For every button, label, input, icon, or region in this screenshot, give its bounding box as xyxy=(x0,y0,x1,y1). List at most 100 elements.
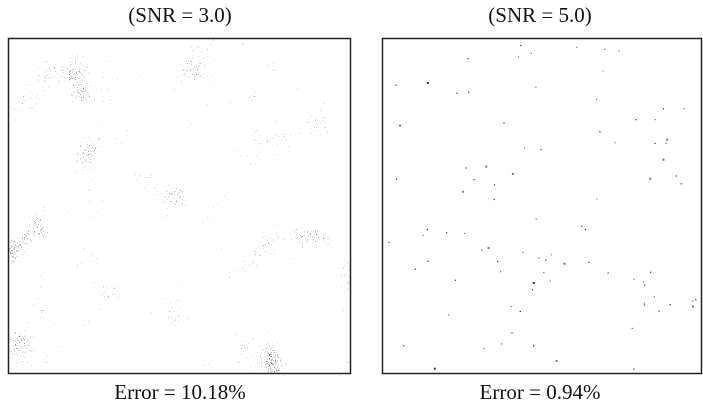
noise-dot xyxy=(669,304,671,306)
noise-dot xyxy=(644,284,646,286)
noise-dot xyxy=(422,234,424,236)
noise-dot xyxy=(599,131,601,133)
noise-dot xyxy=(654,119,656,121)
noise-dot xyxy=(692,300,694,302)
noise-dot xyxy=(500,271,502,273)
noise-dot xyxy=(530,52,532,54)
noise-dot xyxy=(633,278,635,280)
noise-dot xyxy=(596,98,598,100)
noise-dot xyxy=(695,299,697,301)
panel-caption: Error = 0.94% xyxy=(480,380,601,404)
noise-dot xyxy=(596,198,598,200)
noise-dot xyxy=(683,108,685,110)
noise-dot xyxy=(463,232,466,235)
noise-dot xyxy=(607,272,609,274)
panel-caption: Error = 10.18% xyxy=(114,380,245,404)
noise-dot xyxy=(399,124,402,127)
noise-dot xyxy=(433,367,436,370)
noise-dot xyxy=(662,158,665,161)
noise-dot xyxy=(633,368,635,370)
noise-dot xyxy=(649,177,652,180)
noise-dot xyxy=(532,281,535,284)
noise-dot xyxy=(396,178,398,180)
noise-dot xyxy=(549,280,551,282)
panel-title: (SNR = 5.0) xyxy=(488,3,591,27)
noise-dot xyxy=(643,302,645,304)
noise-dot xyxy=(414,268,416,270)
noise-dot xyxy=(524,147,526,149)
panel-title: (SNR = 3.0) xyxy=(128,3,231,27)
noise-dot xyxy=(500,343,503,345)
noise-dot xyxy=(643,304,645,306)
noise-dot xyxy=(446,232,448,234)
noise-dot xyxy=(473,179,475,181)
noise-dot xyxy=(581,225,583,227)
noise-dot xyxy=(510,305,512,308)
noise-dot xyxy=(493,184,496,186)
noise-dot xyxy=(650,271,652,273)
noise-dot xyxy=(538,257,540,259)
noise-dot xyxy=(555,360,558,362)
noise-dot xyxy=(456,92,458,94)
noise-dot xyxy=(522,251,524,253)
noise-dot xyxy=(531,289,534,291)
noise-dot xyxy=(454,279,456,281)
noise-dot xyxy=(576,46,578,48)
noise-dot xyxy=(631,327,633,329)
noise-dot xyxy=(448,314,450,316)
noise-dot xyxy=(588,261,590,263)
noise-dot xyxy=(426,81,429,84)
noise-dot xyxy=(426,228,428,231)
noise-texture xyxy=(8,38,351,374)
noise-dot xyxy=(487,247,490,250)
noise-dot xyxy=(653,296,655,298)
noise-dot xyxy=(618,50,620,52)
noise-dot xyxy=(543,272,545,274)
noise-dot xyxy=(483,348,485,350)
panel-frame xyxy=(381,37,703,375)
noise-dot xyxy=(604,48,606,50)
noise-dot xyxy=(461,190,464,193)
noise-dot xyxy=(635,119,637,121)
noise-dot xyxy=(467,58,469,60)
noise-dot xyxy=(654,142,656,144)
noise-dot xyxy=(662,108,664,110)
noise-dot xyxy=(493,198,495,201)
noise-dot xyxy=(511,172,514,175)
noise-dot xyxy=(518,56,520,58)
noise-dot xyxy=(642,281,644,283)
noise-dot xyxy=(535,218,537,220)
noise-dot xyxy=(675,175,677,177)
noise-dot xyxy=(485,165,488,168)
noise-dot xyxy=(533,345,535,347)
panel-frame xyxy=(7,37,352,375)
noise-dot xyxy=(692,305,694,308)
noise-dot xyxy=(520,44,522,47)
noise-dot xyxy=(503,122,505,124)
noise-dot xyxy=(666,138,669,141)
noise-dot xyxy=(403,345,405,347)
noise-dot xyxy=(519,310,521,313)
noise-dot xyxy=(658,310,660,312)
noise-dot xyxy=(550,254,553,256)
noise-dot xyxy=(665,142,667,144)
noise-dot xyxy=(468,91,470,93)
noise-dot xyxy=(511,332,513,334)
noise-dot xyxy=(540,148,542,151)
noise-dot xyxy=(388,241,390,243)
noise-dot xyxy=(614,142,616,144)
noise-dot xyxy=(563,262,566,265)
noise-dot xyxy=(395,84,397,86)
sparse-noise xyxy=(388,44,697,370)
noise-dot xyxy=(602,70,604,72)
noise-dot xyxy=(535,86,537,88)
noise-dot xyxy=(545,259,547,261)
noise-dot xyxy=(497,260,499,263)
noise-dot xyxy=(584,229,586,231)
noise-dot xyxy=(481,249,483,251)
noise-dot xyxy=(427,260,429,262)
noise-dot xyxy=(680,183,682,185)
noise-dot xyxy=(465,167,467,169)
